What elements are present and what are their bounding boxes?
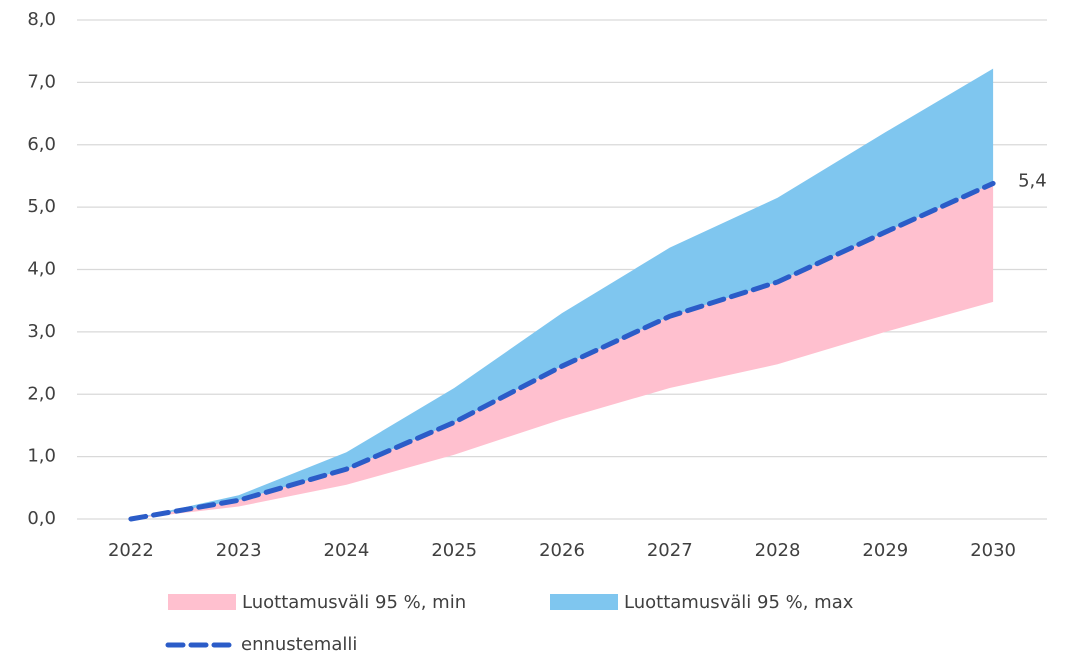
y-tick-label: 5,0 <box>27 196 56 217</box>
y-tick-label: 3,0 <box>27 321 56 342</box>
x-tick-label: 2028 <box>755 540 801 561</box>
y-tick-label: 0,0 <box>27 508 56 529</box>
y-tick-label: 7,0 <box>27 71 56 92</box>
legend-swatch <box>168 594 236 610</box>
x-tick-label: 2023 <box>216 540 262 561</box>
y-tick-label: 4,0 <box>27 259 56 280</box>
x-tick-label: 2024 <box>324 540 370 561</box>
y-tick-label: 8,0 <box>27 9 56 30</box>
area-min <box>130 183 994 520</box>
legend-label: ennustemalli <box>241 634 357 655</box>
x-tick-label: 2022 <box>108 540 154 561</box>
legend-label: Luottamusväli 95 %, max <box>624 592 854 613</box>
x-tick-label: 2029 <box>862 540 908 561</box>
x-tick-label: 2026 <box>539 540 585 561</box>
y-tick-label: 2,0 <box>27 383 56 404</box>
x-tick-label: 2027 <box>647 540 693 561</box>
y-tick-label: 1,0 <box>27 446 56 467</box>
legend-label: Luottamusväli 95 %, min <box>242 592 466 613</box>
legend-swatch <box>550 594 618 610</box>
y-tick-label: 6,0 <box>27 134 56 155</box>
x-tick-label: 2030 <box>970 540 1016 561</box>
forecast-line <box>128 180 996 522</box>
data-label: 5,4 <box>1018 170 1047 191</box>
x-tick-label: 2025 <box>431 540 477 561</box>
